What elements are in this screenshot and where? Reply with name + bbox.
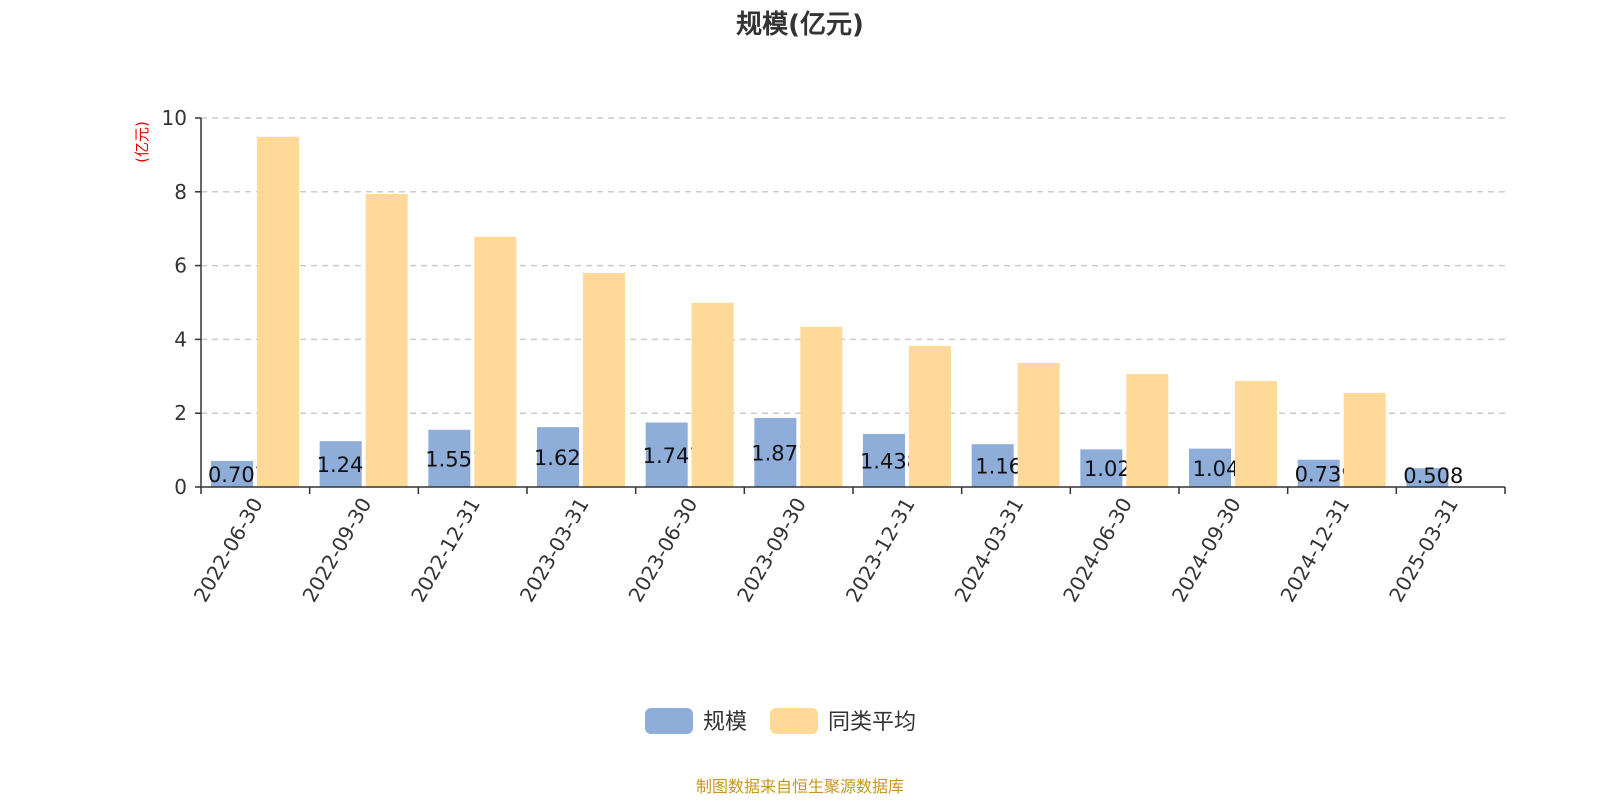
x-tick-label: 2024-06-30	[1058, 494, 1137, 607]
data-label: 1.02	[1084, 457, 1131, 481]
chart-title: 规模(亿元)	[736, 10, 864, 40]
bar-2023-12-31-scale	[863, 433, 905, 487]
x-tick-label: 2024-03-31	[949, 494, 1028, 607]
bar-2022-09-30-peer-avg	[365, 194, 408, 487]
y-tick-label: 2	[174, 401, 187, 425]
y-axis-label: (亿元)	[133, 121, 151, 163]
data-label: 0.508	[1403, 464, 1463, 488]
y-tick-label: 6	[174, 254, 187, 278]
bar-2024-12-31-scale	[1297, 459, 1340, 487]
x-tick-label: 2023-12-31	[841, 494, 920, 607]
bar-2024-06-30-peer-avg	[1126, 374, 1169, 487]
data-label: 1.16	[975, 455, 1022, 479]
y-tick-label: 4	[174, 327, 187, 351]
y-tick-label: 10	[162, 106, 187, 130]
x-tick-label: 2022-09-30	[297, 494, 376, 607]
bar-2023-06-30-peer-avg	[691, 302, 734, 487]
x-tick-label: 2023-06-30	[623, 494, 702, 607]
x-tick-label: 2025-03-31	[1384, 494, 1463, 607]
bar-2024-09-30-peer-avg	[1235, 381, 1277, 487]
x-tick-label: 2023-09-30	[732, 494, 811, 607]
bar-2024-03-31-peer-avg	[1017, 363, 1060, 487]
bar-2023-06-30-scale	[645, 422, 688, 487]
bar-2023-03-31-peer-avg	[583, 272, 625, 487]
bar-2023-09-30-peer-avg	[800, 326, 843, 487]
x-tick-label: 2023-03-31	[515, 494, 594, 607]
legend-swatch-0	[645, 708, 693, 734]
bar-2022-12-31-scale	[428, 429, 471, 487]
x-tick-label: 2022-12-31	[406, 494, 485, 607]
x-tick-label: 2024-12-31	[1275, 494, 1354, 607]
bar-2024-06-30-scale	[1080, 449, 1123, 487]
bar-2025-03-31-scale	[1406, 468, 1449, 487]
legend-label-1: 同类平均	[828, 710, 916, 735]
bar-2024-12-31-peer-avg	[1343, 392, 1386, 487]
x-tick-label: 2024-09-30	[1167, 494, 1246, 607]
bar-2023-09-30-scale	[754, 417, 797, 487]
bar-2023-12-31-peer-avg	[909, 346, 951, 487]
bar-2023-03-31-scale	[537, 427, 579, 487]
legend-label-0: 规模	[703, 710, 747, 735]
legend-swatch-1	[770, 708, 818, 734]
y-tick-label: 0	[174, 475, 187, 499]
x-tick-label: 2022-06-30	[189, 494, 268, 607]
footer-source: 制图数据来自恒生聚源数据库	[696, 777, 904, 796]
bar-2022-06-30-peer-avg	[257, 136, 299, 487]
bar-2022-12-31-peer-avg	[474, 236, 517, 487]
data-label: 1.04	[1193, 457, 1240, 481]
bar-2022-06-30-scale	[211, 460, 253, 487]
bar-2022-09-30-scale	[319, 441, 362, 487]
bar-2024-09-30-scale	[1189, 448, 1231, 487]
y-tick-label: 8	[174, 180, 187, 204]
legend: 规模 同类平均	[645, 708, 916, 735]
bar-2024-03-31-scale	[971, 444, 1014, 487]
